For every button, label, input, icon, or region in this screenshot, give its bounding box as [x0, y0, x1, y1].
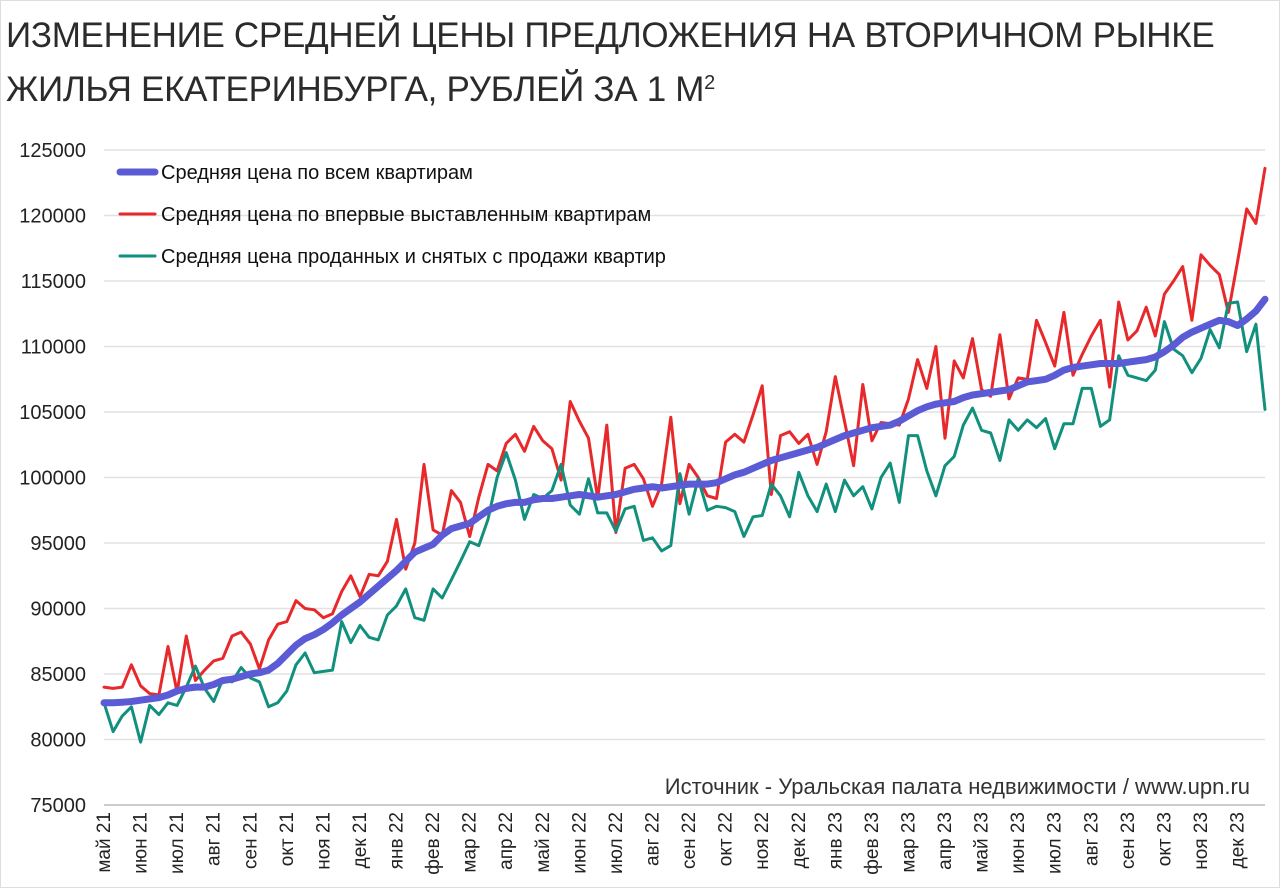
legend-label: Средняя цена проданных и снятых с продаж…	[161, 246, 666, 268]
x-tick-label: окт 22	[716, 812, 737, 866]
x-tick-label: мар 22	[460, 812, 481, 873]
x-tick-label: сен 22	[679, 812, 700, 869]
y-tick-label: 125000	[19, 140, 86, 162]
y-tick-label: 110000	[21, 337, 86, 359]
x-tick-label: май 22	[533, 812, 554, 873]
x-tick-label: июн 23	[1008, 812, 1029, 874]
x-tick-label: дек 22	[789, 812, 810, 868]
chart-title-superscript: 2	[704, 72, 715, 94]
x-tick-label: ноя 21	[313, 812, 334, 870]
x-tick-label: июл 21	[167, 812, 188, 874]
x-tick-label: авг 22	[643, 812, 664, 866]
x-tick-label: апр 22	[496, 812, 517, 870]
x-tick-label: июл 23	[1045, 812, 1066, 874]
x-tick-label: фев 23	[862, 812, 883, 875]
x-tick-label: июл 22	[606, 812, 627, 874]
y-tick-label: 105000	[19, 402, 86, 424]
x-tick-label: фев 22	[423, 812, 444, 875]
y-tick-label: 95000	[30, 533, 86, 555]
x-tick-label: окт 23	[1154, 812, 1175, 866]
source-note: Источник - Уральская палата недвижимости…	[665, 774, 1250, 799]
x-tick-label: авг 23	[1081, 812, 1102, 866]
y-tick-label: 80000	[30, 730, 86, 752]
series-line-0	[100, 295, 1269, 707]
chart-title-text: ЖИЛЬЯ ЕКАТЕРИНБУРГА, РУБЛЕЙ ЗА 1 М	[6, 70, 705, 109]
y-tick-label: 115000	[21, 271, 86, 293]
legend-label: Средняя цена по впервые выставленным ква…	[161, 204, 651, 226]
x-tick-label: авг 21	[204, 812, 225, 866]
x-tick-label: апр 23	[935, 812, 956, 870]
y-tick-label: 85000	[30, 664, 86, 686]
x-tick-label: мар 23	[898, 812, 919, 873]
x-tick-label: ноя 22	[752, 812, 773, 870]
x-tick-label: май 21	[94, 812, 115, 873]
gridlines	[104, 149, 1265, 806]
chart-title-line2: ЖИЛЬЯ ЕКАТЕРИНБУРГА, РУБЛЕЙ ЗА 1 М2	[6, 70, 715, 110]
x-tick-label: янв 23	[825, 812, 846, 869]
x-tick-label: янв 22	[387, 812, 408, 869]
legend-label: Средняя цена по всем квартирам	[161, 162, 473, 184]
series-lines	[100, 166, 1269, 744]
y-axis-labels: 75000 80000 85000 90000 95000 100000 105000 110…	[19, 140, 86, 817]
x-tick-label: сен 23	[1118, 812, 1139, 869]
x-tick-label: ноя 23	[1191, 812, 1212, 870]
x-tick-label: окт 21	[277, 812, 298, 866]
y-tick-label: 75000	[30, 795, 86, 817]
x-tick-label: дек 23	[1228, 812, 1249, 868]
y-tick-label: 120000	[19, 206, 86, 228]
chart-title-line1: ИЗМЕНЕНИЕ СРЕДНЕЙ ЦЕНЫ ПРЕДЛОЖЕНИЯ НА ВТ…	[6, 16, 1215, 55]
x-tick-label: июн 21	[131, 812, 152, 874]
x-axis-labels: май 21 июн 21 июл 21 авг 21 сен 21 окт 21 ноя …	[94, 812, 1249, 875]
legend: Средняя цена по всем квартирам Средняя це…	[116, 162, 666, 268]
y-tick-label: 100000	[19, 468, 86, 490]
y-tick-label: 90000	[30, 599, 86, 621]
series-line-2	[102, 300, 1267, 744]
x-tick-label: май 23	[972, 812, 993, 873]
x-tick-label: сен 21	[240, 812, 261, 869]
x-tick-label: июн 22	[569, 812, 590, 874]
x-tick-label: дек 21	[350, 812, 371, 868]
